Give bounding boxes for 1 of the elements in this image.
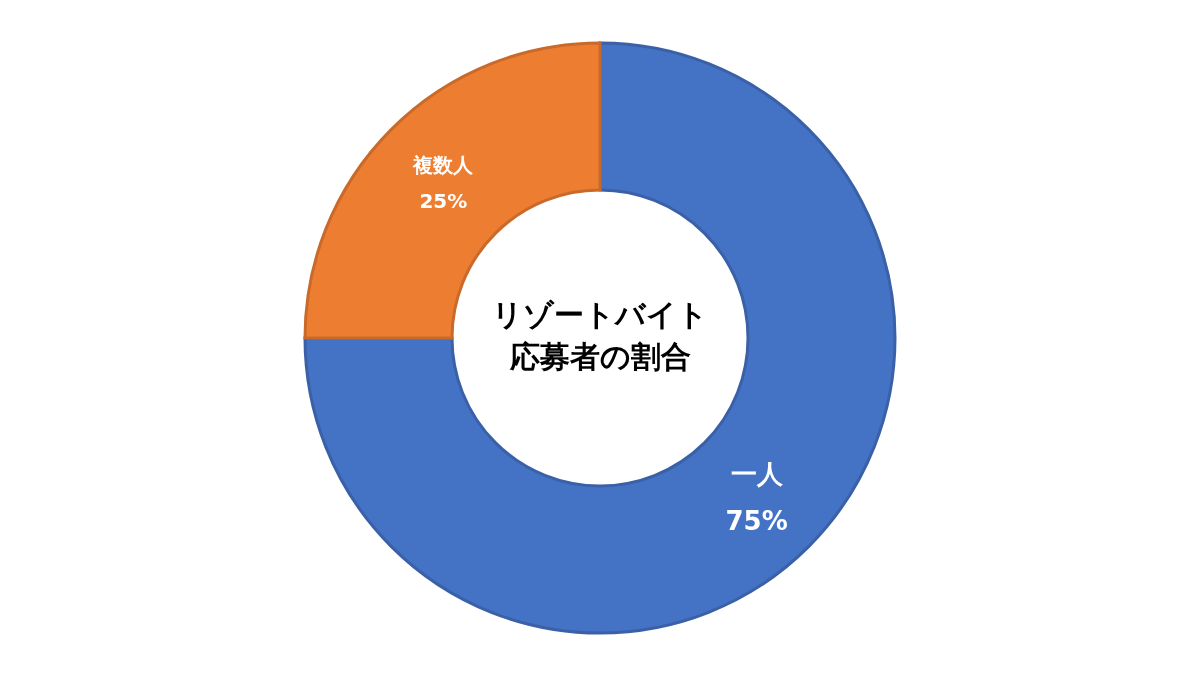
title: リゾートバイト応募者の割合	[491, 296, 709, 376]
